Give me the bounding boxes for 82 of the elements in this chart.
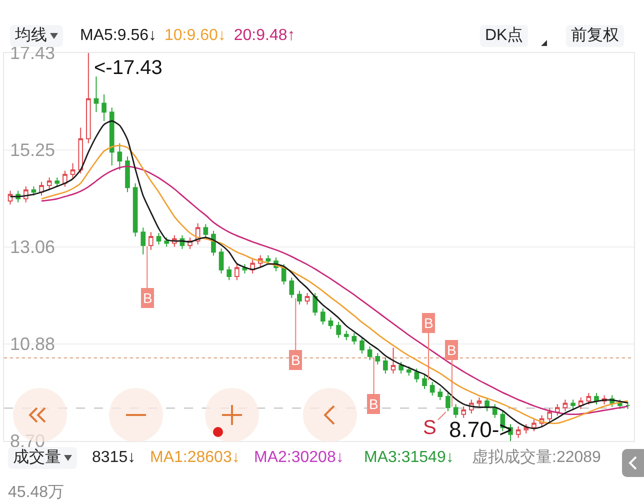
text: 成交量 (8, 447, 77, 469)
candlestick (375, 352, 380, 366)
candlestick (125, 156, 130, 193)
y-tick-label: 10.88 (10, 334, 56, 354)
candlestick (390, 347, 396, 374)
candlestick (102, 94, 106, 122)
text: 虚拟成交量:22089 (472, 448, 601, 468)
candlestick (117, 142, 122, 170)
candlestick (226, 266, 232, 281)
annotation: B (143, 290, 152, 306)
candlestick (438, 388, 443, 401)
candlestick (94, 76, 99, 113)
candlestick (570, 399, 576, 410)
candlestick (109, 107, 114, 166)
candlestick (320, 308, 326, 326)
candlestick (476, 396, 482, 408)
candlestick (39, 181, 44, 196)
candlestick (336, 321, 341, 338)
candlestick (344, 330, 349, 341)
candlestick (78, 127, 84, 174)
candlestick (132, 182, 138, 238)
annotation: B (369, 396, 378, 412)
candlestick (360, 336, 364, 354)
candlestick (148, 232, 154, 250)
candlestick (140, 227, 146, 255)
text: MA1:28603↓ (150, 448, 240, 468)
candlestick (516, 426, 521, 438)
candlestick (297, 290, 302, 306)
candlestick (328, 316, 334, 330)
candlestick (289, 276, 294, 298)
candlestick (86, 53, 91, 144)
candlestick (304, 292, 310, 306)
text: DK点 (480, 25, 528, 47)
text: MA3:31549↓ (364, 448, 454, 468)
candlestick (594, 392, 599, 406)
candlestick (422, 374, 427, 390)
annotation: B (447, 342, 456, 358)
text: 20:9.48↑ (234, 26, 296, 46)
candlestick (414, 368, 420, 383)
candlestick (453, 404, 458, 418)
y-tick-label: 15.25 (10, 140, 56, 160)
candlestick (367, 346, 372, 361)
candlestick (446, 392, 450, 412)
candlestick (547, 408, 552, 423)
candlestick (31, 186, 36, 196)
text: MA5:9.56↓ (80, 26, 156, 46)
candlestick (54, 176, 60, 188)
candlestick (461, 406, 466, 418)
candlestick (266, 254, 271, 266)
candlestick (234, 264, 240, 281)
candlestick (218, 248, 224, 274)
candlestick (312, 292, 318, 316)
candlestick (625, 401, 630, 410)
candlestick (532, 419, 536, 432)
candlestick (562, 399, 568, 412)
y-tick-label: 13.06 (10, 237, 56, 257)
candlestick (156, 232, 162, 246)
candlestick (578, 396, 584, 410)
candlestick (383, 356, 388, 374)
candlestick (203, 224, 208, 238)
text: 前复权 (566, 25, 624, 47)
candlestick (406, 366, 412, 376)
candlestick (554, 404, 560, 416)
candlestick (62, 170, 68, 188)
text: MA2:30208↓ (254, 448, 344, 468)
candlestick (492, 404, 498, 418)
text: 45.48万 (8, 483, 64, 500)
candlestick (352, 332, 357, 346)
annotation: B (291, 352, 300, 368)
text: 8315↓ (92, 448, 136, 468)
candlestick (430, 381, 435, 396)
candlestick (398, 361, 404, 374)
candlestick (70, 162, 76, 178)
candlestick (164, 236, 169, 248)
annotation: <-17.43 (94, 57, 162, 79)
text: 均线 (10, 25, 63, 47)
candlestick (524, 424, 529, 434)
candlestick (586, 392, 592, 406)
annotation: B (424, 315, 434, 331)
candlestick (46, 176, 52, 190)
text: 10:9.60↓ (164, 26, 226, 46)
annotation: S (423, 417, 436, 439)
